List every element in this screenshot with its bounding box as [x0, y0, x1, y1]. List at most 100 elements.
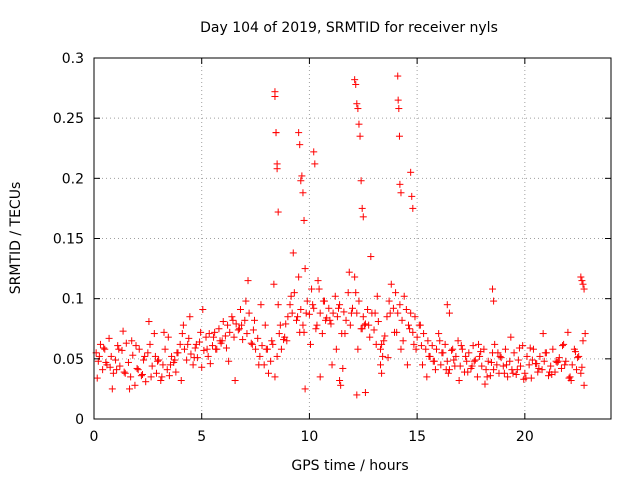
data-point [244, 277, 252, 285]
data-point [500, 369, 508, 377]
data-point [232, 320, 240, 328]
y-axis-ticks: 0 0.05 0.1 0.15 0.2 0.25 0.3 [53, 51, 611, 428]
x-tick-label: 5 [197, 429, 206, 445]
data-point [192, 340, 200, 348]
data-point [202, 333, 210, 341]
data-point [378, 369, 386, 377]
data-point [468, 362, 476, 370]
data-point [450, 356, 458, 364]
data-point [284, 313, 292, 321]
data-point [522, 374, 530, 382]
data-point [157, 376, 165, 384]
x-tick-label: 10 [301, 429, 319, 445]
data-point [471, 356, 479, 364]
data-point [272, 129, 280, 137]
data-point [333, 313, 341, 321]
data-point [514, 356, 522, 364]
data-point [164, 333, 172, 341]
data-point [386, 309, 394, 317]
data-point [310, 304, 318, 312]
data-point [331, 292, 339, 300]
data-point [242, 297, 250, 305]
data-point [210, 333, 218, 341]
data-point [548, 370, 556, 378]
data-point [491, 340, 499, 348]
data-point [463, 357, 471, 365]
data-point [301, 385, 309, 393]
data-point [364, 305, 372, 313]
data-point [504, 373, 512, 381]
data-point [384, 354, 392, 362]
data-point [311, 160, 319, 168]
data-point [166, 361, 174, 369]
data-point [358, 204, 366, 212]
data-point [571, 348, 579, 356]
data-point [380, 337, 388, 345]
data-point [165, 372, 173, 380]
data-point [312, 325, 320, 333]
data-point [296, 141, 304, 149]
data-point [533, 360, 541, 368]
data-point [419, 361, 427, 369]
data-point [168, 352, 176, 360]
data-point [454, 337, 462, 345]
data-point [513, 366, 521, 374]
data-point [211, 328, 219, 336]
data-point [224, 321, 232, 329]
data-point [379, 352, 387, 360]
data-point [116, 362, 124, 370]
data-point [222, 344, 230, 352]
data-point [521, 369, 529, 377]
data-point [269, 340, 277, 348]
data-point [577, 369, 585, 377]
data-point [541, 349, 549, 357]
data-point [345, 268, 353, 276]
data-point [352, 80, 360, 88]
data-point [205, 330, 213, 338]
data-point [329, 309, 337, 317]
data-point [452, 352, 460, 360]
data-point [579, 280, 587, 288]
data-point [239, 336, 247, 344]
data-point [378, 340, 386, 348]
data-point [393, 328, 401, 336]
y-axis-label: SRMTID / TECUs [8, 182, 24, 295]
data-point [539, 330, 547, 338]
data-point [155, 356, 163, 364]
data-point [176, 340, 184, 348]
data-point [277, 345, 285, 353]
data-point [215, 325, 223, 333]
data-point [553, 358, 561, 366]
data-point [212, 345, 220, 353]
data-point [138, 370, 146, 378]
data-point [457, 342, 465, 350]
data-point [396, 180, 404, 188]
data-point [271, 93, 279, 101]
data-point [314, 277, 322, 285]
data-point [482, 366, 490, 374]
data-point [374, 318, 382, 326]
data-point [298, 172, 306, 180]
data-point [203, 345, 211, 353]
data-point [133, 364, 141, 372]
data-point [416, 321, 424, 329]
data-point [406, 325, 414, 333]
chart-title: Day 104 of 2019, SRMTID for receiver nyl… [200, 20, 498, 36]
data-point [295, 273, 303, 281]
data-point [366, 333, 374, 341]
data-point [443, 301, 451, 309]
data-point [549, 345, 557, 353]
data-point [173, 349, 181, 357]
data-point [397, 345, 405, 353]
data-point [407, 309, 415, 317]
data-point [410, 340, 418, 348]
data-point [381, 332, 389, 340]
data-point [171, 356, 179, 364]
data-point [288, 309, 296, 317]
data-point [126, 385, 134, 393]
data-point [107, 352, 115, 360]
data-point [411, 313, 419, 321]
data-point [197, 328, 205, 336]
data-point [486, 372, 494, 380]
data-point [152, 369, 160, 377]
